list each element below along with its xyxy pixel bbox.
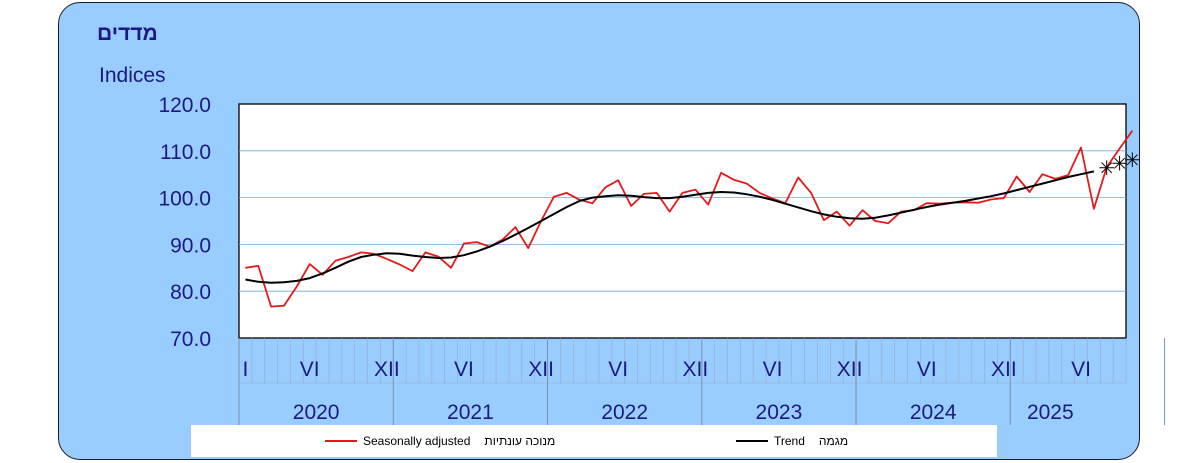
- legend-swatch-trend: [736, 440, 768, 442]
- plot-area: [238, 103, 1127, 339]
- trend-uncertain-marker: ✳: [1098, 156, 1115, 180]
- x-month-label: XII: [837, 358, 863, 381]
- y-tick-label: 100.0: [158, 188, 211, 211]
- x-year-label: 2025: [1027, 401, 1074, 424]
- x-month-label: I: [243, 358, 249, 381]
- legend-label-trend-english: Trend: [774, 434, 805, 448]
- series-line-seasonally-adjusted: [245, 130, 1134, 308]
- legend-label-seasonal-hebrew: מנוכה עונתיות: [484, 434, 556, 448]
- x-month-label: VI: [454, 358, 474, 381]
- x-month-label: XII: [991, 358, 1017, 381]
- legend-label-seasonal-english: Seasonally adjusted: [363, 434, 471, 448]
- x-year-label: 2022: [601, 401, 648, 424]
- trend-uncertain-marker: ✳: [1124, 148, 1141, 172]
- x-year-label: 2020: [293, 401, 340, 424]
- y-tick-label: 80.0: [170, 281, 211, 304]
- x-year-label: 2023: [756, 401, 803, 424]
- chart-legend: Seasonally adjusted מנוכה עונתיות Trend …: [191, 425, 997, 457]
- x-month-label: XII: [683, 358, 709, 381]
- legend-swatch-seasonal: [325, 440, 357, 442]
- x-month-label: XII: [528, 358, 554, 381]
- legend-item-trend: Trend מגמה: [736, 434, 848, 448]
- y-tick-label: 110.0: [160, 141, 211, 164]
- x-month-label: XII: [374, 358, 400, 381]
- x-year-label: 2024: [910, 401, 957, 424]
- series-line-trend: [245, 170, 1095, 284]
- x-year-label: 2021: [447, 401, 494, 424]
- y-tick-label: 70.0: [170, 328, 211, 351]
- trend-uncertain-marker: ✳: [1111, 152, 1128, 176]
- x-month-label: VI: [608, 358, 628, 381]
- chart-title-hebrew: מדדים: [97, 22, 158, 45]
- y-tick-label: 120.0: [158, 94, 211, 117]
- chart-title-english: Indices: [99, 64, 166, 87]
- legend-item-seasonally-adjusted: Seasonally adjusted מנוכה עונתיות: [325, 434, 555, 448]
- x-month-label: VI: [917, 358, 937, 381]
- y-tick-label: 90.0: [170, 234, 211, 257]
- x-month-label: VI: [1071, 358, 1091, 381]
- x-month-label: VI: [763, 358, 783, 381]
- x-month-label: VI: [300, 358, 320, 381]
- legend-label-trend-hebrew: מגמה: [818, 434, 849, 448]
